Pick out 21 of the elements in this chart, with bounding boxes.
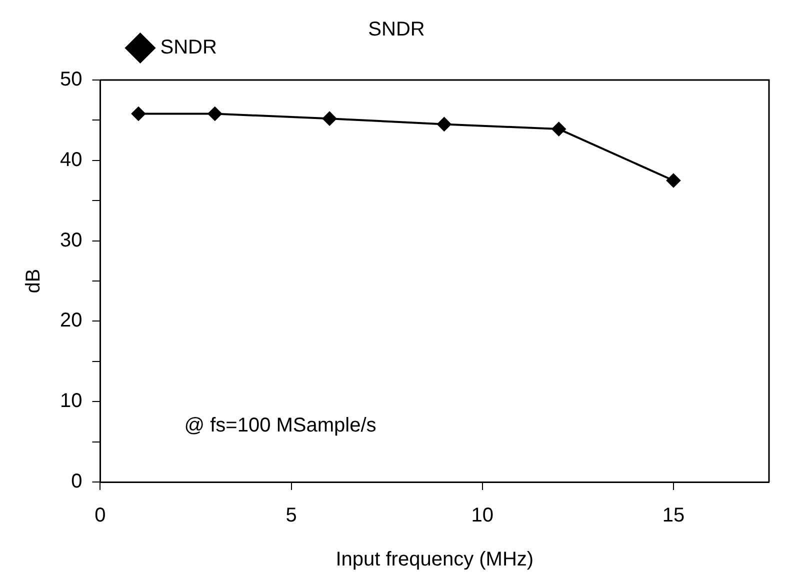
- x-tick-label: 5: [286, 504, 297, 527]
- annotation: @ fs=100 MSample/s: [184, 414, 376, 437]
- point: [437, 117, 452, 132]
- y-tick-label: 50: [60, 68, 82, 91]
- point: [131, 106, 146, 121]
- x-tick-label: 15: [662, 504, 685, 527]
- x-axis-title: Input frequency (MHz): [336, 548, 534, 571]
- point: [552, 122, 566, 136]
- y-axis-title: dB: [22, 268, 45, 294]
- legend-label: SNDR: [160, 36, 217, 59]
- x-tick-label: 10: [471, 504, 494, 527]
- y-tick-label: 10: [60, 390, 82, 412]
- chart-title: SNDR: [368, 18, 425, 41]
- x-tick-label: 0: [94, 504, 106, 527]
- y-tick-label: 0: [71, 470, 82, 493]
- point: [666, 174, 680, 188]
- point: [322, 112, 337, 126]
- y-tick-label: 20: [60, 310, 82, 332]
- y-tick-label: 40: [60, 148, 82, 171]
- point: [208, 106, 222, 121]
- y-tick-label: 30: [60, 229, 82, 252]
